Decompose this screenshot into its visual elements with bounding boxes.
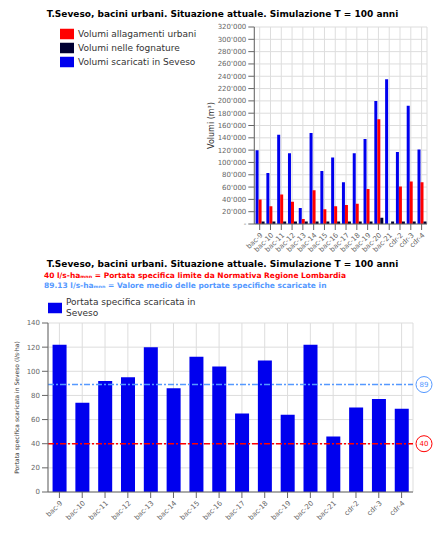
svg-text:140'000: 140'000	[218, 134, 247, 142]
svg-text:60: 60	[31, 416, 40, 424]
svg-text:bac-15: bac-15	[306, 231, 330, 254]
html-text:T.Seveso, bacini urbani. Situa: T.Seveso, bacini urbani. Situazione attu…	[46, 259, 399, 269]
svg-text:bac-11: bac-11	[263, 231, 287, 254]
svg-text:60'000: 60'000	[222, 184, 246, 192]
html-text:Portata specifica scaricata in: Portata specifica scaricata in Seveso	[66, 297, 196, 318]
svg-text:bac-17: bac-17	[328, 231, 351, 254]
html-text:T.Seveso, bacini urbani. Situa: T.Seveso, bacini urbani. Situazione attu…	[46, 9, 399, 19]
svg-text:280'000: 280'000	[218, 48, 247, 56]
svg-text:Volumi (m³): Volumi (m³)	[207, 102, 216, 149]
svg-text:100: 100	[27, 368, 40, 376]
svg-text:240'000: 240'000	[218, 73, 247, 81]
svg-text:80'000: 80'000	[222, 171, 246, 179]
svg-text:40: 40	[31, 440, 40, 448]
svg-text:bac-11: bac-11	[87, 499, 110, 522]
svg-text:120'000: 120'000	[218, 147, 247, 155]
svg-text:bac-17: bac-17	[224, 499, 247, 522]
svg-text:bac-15: bac-15	[179, 499, 202, 522]
svg-text:bac-18: bac-18	[339, 231, 362, 254]
svg-text:0: 0	[36, 488, 40, 496]
svg-text:320'000: 320'000	[218, 23, 247, 31]
svg-text:bac-18: bac-18	[247, 499, 270, 522]
svg-text:cdr-4: cdr-4	[388, 499, 407, 518]
svg-text:bac-12: bac-12	[274, 231, 297, 254]
html-text:Volumi allagamenti urbani: Volumi allagamenti urbani	[78, 28, 197, 39]
svg-text:89: 89	[420, 381, 429, 389]
svg-text:120: 120	[27, 344, 40, 352]
svg-text:40'000: 40'000	[222, 196, 246, 204]
html-text:Volumi nelle fognature: Volumi nelle fognature	[78, 42, 180, 53]
svg-text:bac-21: bac-21	[371, 231, 395, 254]
svg-text:bac-19: bac-19	[270, 499, 293, 522]
svg-text:bac-20: bac-20	[293, 499, 316, 522]
svg-text:cdr-2: cdr-2	[343, 499, 361, 517]
svg-text:20: 20	[31, 464, 40, 472]
svg-text:bac-14: bac-14	[156, 499, 179, 522]
svg-text:bac-10: bac-10	[252, 231, 276, 254]
html-text:Volumi scaricati in Seveso: Volumi scaricati in Seveso	[78, 56, 196, 67]
svg-text:80: 80	[31, 392, 40, 400]
svg-text:bac-16: bac-16	[317, 231, 341, 254]
svg-text:bac-9: bac-9	[45, 499, 64, 518]
svg-text:220'000: 220'000	[218, 85, 247, 93]
svg-text:40: 40	[420, 440, 429, 448]
svg-text:140: 140	[27, 319, 40, 327]
svg-text:bac-13: bac-13	[133, 499, 156, 522]
svg-text:bac-20: bac-20	[360, 231, 384, 254]
svg-text:bac-19: bac-19	[349, 231, 373, 254]
svg-text:bac-12: bac-12	[110, 499, 133, 522]
svg-text:cdr-3: cdr-3	[397, 231, 416, 250]
svg-text:180'000: 180'000	[218, 110, 247, 118]
html-text:40 l/s-haₘₙₙ = Portata specifi: 40 l/s-haₘₙₙ = Portata specifica limite …	[44, 271, 346, 280]
svg-text:bac-13: bac-13	[285, 231, 308, 254]
svg-text:bac-9: bac-9	[245, 231, 265, 251]
svg-text:300'000: 300'000	[218, 36, 247, 44]
svg-text:-: -	[244, 220, 247, 228]
svg-text:cdr-4: cdr-4	[408, 231, 427, 250]
svg-text:160'000: 160'000	[218, 122, 247, 130]
html-text:89.13 l/s-haₘₙₙ = Valore medio: 89.13 l/s-haₘₙₙ = Valore medio delle por…	[44, 281, 327, 290]
svg-text:bac-10: bac-10	[65, 499, 88, 522]
svg-text:Portata specifica scaricata in: Portata specifica scaricata in Seveso (l…	[13, 341, 21, 474]
svg-text:bac-21: bac-21	[315, 499, 338, 522]
svg-text:260'000: 260'000	[218, 60, 247, 68]
svg-text:bac-14: bac-14	[296, 231, 319, 254]
svg-text:200'000: 200'000	[218, 97, 247, 105]
svg-text:cdr-2: cdr-2	[386, 231, 405, 250]
svg-text:20'000: 20'000	[222, 208, 246, 216]
svg-text:cdr-3: cdr-3	[366, 499, 384, 517]
svg-text:bac-16: bac-16	[201, 499, 224, 522]
svg-text:100'000: 100'000	[218, 159, 247, 167]
